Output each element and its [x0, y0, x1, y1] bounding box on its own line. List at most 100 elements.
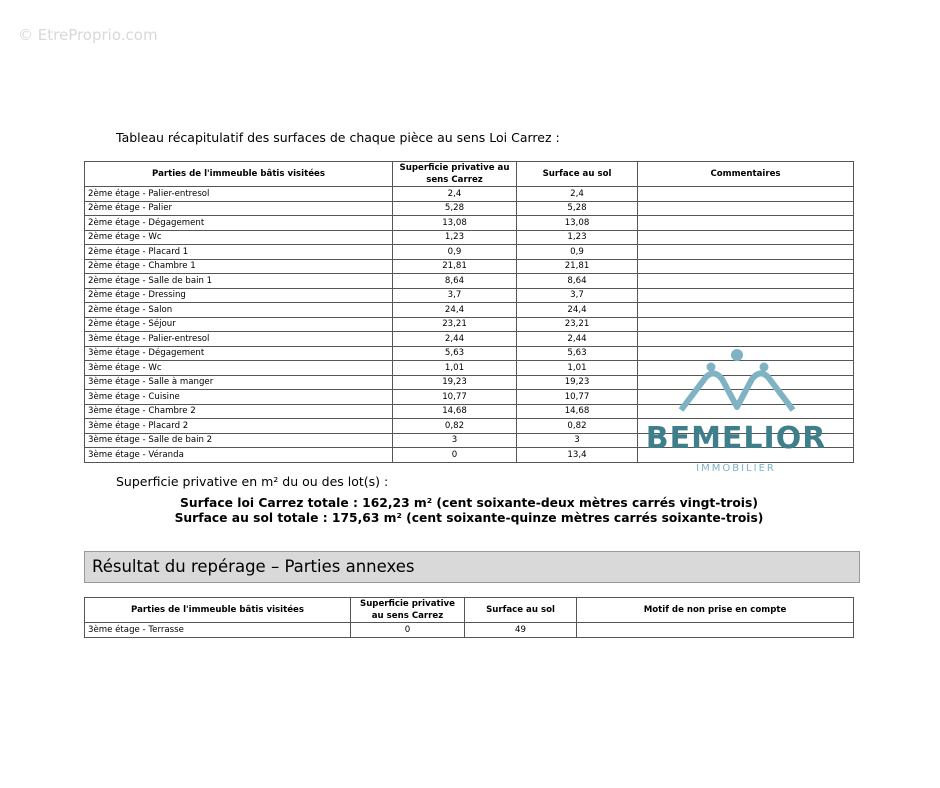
cell-comment	[576, 622, 854, 638]
table-row: 2ème étage - Dressing 3,7 3,7	[84, 287, 854, 303]
cell-partie: 2ème étage - Dégagement	[84, 215, 393, 231]
cell-sol: 49	[464, 622, 577, 638]
intro-text: Tableau récapitulatif des surfaces de ch…	[116, 130, 560, 145]
header-carrez: Superficie privative au sens Carrez	[392, 161, 517, 187]
watermark: © EtreProprio.com	[18, 26, 158, 44]
cell-sol: 21,81	[516, 258, 638, 274]
cell-sol: 19,23	[516, 374, 638, 390]
cell-comment	[637, 244, 854, 260]
cell-carrez: 3	[392, 432, 517, 448]
cell-carrez: 13,08	[392, 215, 517, 231]
cell-carrez: 2,44	[392, 331, 517, 347]
cell-partie: 2ème étage - Placard 1	[84, 244, 393, 260]
cell-carrez: 24,4	[392, 302, 517, 318]
header-parties: Parties de l'immeuble bâtis visitées	[84, 597, 351, 623]
cell-sol: 3	[516, 432, 638, 448]
cell-sol: 1,23	[516, 229, 638, 245]
cell-comment	[637, 273, 854, 289]
table-row: 3ème étage - Palier-entresol 2,44 2,44	[84, 331, 854, 347]
cell-carrez: 23,21	[392, 316, 517, 332]
cell-partie: 3ème étage - Salle à manger	[84, 374, 393, 390]
cell-partie: 2ème étage - Salle de bain 1	[84, 273, 393, 289]
cell-partie: 2ème étage - Séjour	[84, 316, 393, 332]
cell-carrez: 1,23	[392, 229, 517, 245]
table-row: 2ème étage - Salle de bain 1 8,64 8,64	[84, 273, 854, 289]
table-row: 2ème étage - Palier 5,28 5,28	[84, 200, 854, 216]
cell-carrez: 10,77	[392, 389, 517, 405]
cell-sol: 23,21	[516, 316, 638, 332]
header-sol: Surface au sol	[516, 161, 638, 187]
table-row: 2ème étage - Séjour 23,21 23,21	[84, 316, 854, 332]
cell-comment	[637, 302, 854, 318]
cell-carrez: 0,9	[392, 244, 517, 260]
cell-partie: 2ème étage - Wc	[84, 229, 393, 245]
cell-sol: 14,68	[516, 403, 638, 419]
cell-sol: 0,82	[516, 418, 638, 434]
cell-partie: 3ème étage - Terrasse	[84, 622, 351, 638]
cell-comment	[637, 200, 854, 216]
cell-carrez: 3,7	[392, 287, 517, 303]
svg-text:IMMOBILIER: IMMOBILIER	[696, 463, 776, 474]
cell-sol: 5,28	[516, 200, 638, 216]
total-carrez: Surface loi Carrez totale : 162,23 m² (c…	[180, 496, 758, 510]
total-sol: Surface au sol totale : 175,63 m² (cent …	[174, 511, 764, 525]
table-row: 3ème étage - Terrasse 0 49	[84, 622, 854, 638]
cell-partie: 2ème étage - Salon	[84, 302, 393, 318]
cell-sol: 2,44	[516, 331, 638, 347]
cell-partie: 3ème étage - Chambre 2	[84, 403, 393, 419]
superficie-label: Superficie privative en m² du ou des lot…	[116, 474, 389, 489]
cell-carrez: 0,82	[392, 418, 517, 434]
table-row: 2ème étage - Salon 24,4 24,4	[84, 302, 854, 318]
cell-comment	[637, 316, 854, 332]
cell-carrez: 14,68	[392, 403, 517, 419]
header-commentaires: Commentaires	[637, 161, 854, 187]
cell-partie: 3ème étage - Cuisine	[84, 389, 393, 405]
cell-comment	[637, 229, 854, 245]
cell-comment	[637, 331, 854, 347]
table-row: 3ème étage - Véranda 0 13,4	[84, 447, 854, 463]
table-row: 2ème étage - Placard 1 0,9 0,9	[84, 244, 854, 260]
cell-sol: 24,4	[516, 302, 638, 318]
table-row: 2ème étage - Dégagement 13,08 13,08	[84, 215, 854, 231]
cell-carrez: 21,81	[392, 258, 517, 274]
cell-partie: 3ème étage - Palier-entresol	[84, 331, 393, 347]
cell-sol: 0,9	[516, 244, 638, 260]
cell-sol: 5,63	[516, 345, 638, 361]
cell-sol: 3,7	[516, 287, 638, 303]
cell-sol: 2,4	[516, 186, 638, 202]
cell-carrez: 2,4	[392, 186, 517, 202]
table-row: 2ème étage - Palier-entresol 2,4 2,4	[84, 186, 854, 202]
cell-sol: 13,08	[516, 215, 638, 231]
cell-partie: 3ème étage - Salle de bain 2	[84, 432, 393, 448]
cell-partie: 2ème étage - Palier-entresol	[84, 186, 393, 202]
table-row: 3ème étage - Salle à manger 19,23 19,23	[84, 374, 854, 390]
cell-partie: 2ème étage - Chambre 1	[84, 258, 393, 274]
cell-comment	[637, 287, 854, 303]
cell-carrez: 19,23	[392, 374, 517, 390]
section-title: Résultat du repérage – Parties annexes	[84, 551, 860, 583]
header-sol: Surface au sol	[464, 597, 577, 623]
cell-partie: 3ème étage - Dégagement	[84, 345, 393, 361]
cell-partie: 2ème étage - Palier	[84, 200, 393, 216]
cell-sol: 8,64	[516, 273, 638, 289]
table-row: 3ème étage - Placard 2 0,82 0,82	[84, 418, 854, 434]
cell-carrez: 5,28	[392, 200, 517, 216]
bemelior-logo: BEMELIOR IMMOBILIER	[646, 349, 827, 474]
carrez-table: Parties de l'immeuble bâtis visitées Sup…	[84, 161, 854, 463]
cell-comment	[637, 215, 854, 231]
cell-partie: 3ème étage - Placard 2	[84, 418, 393, 434]
cell-carrez: 1,01	[392, 360, 517, 376]
cell-comment	[637, 258, 854, 274]
table-row: 2ème étage - Chambre 1 21,81 21,81	[84, 258, 854, 274]
header-parties: Parties de l'immeuble bâtis visitées	[84, 161, 393, 187]
cell-carrez: 0	[350, 622, 465, 638]
cell-carrez: 8,64	[392, 273, 517, 289]
cell-carrez: 0	[392, 447, 517, 463]
header-motif: Motif de non prise en compte	[576, 597, 854, 623]
svg-text:BEMELIOR: BEMELIOR	[646, 421, 827, 456]
cell-partie: 2ème étage - Dressing	[84, 287, 393, 303]
table-row: 3ème étage - Dégagement 5,63 5,63	[84, 345, 854, 361]
cell-comment	[637, 447, 854, 463]
cell-sol: 13,4	[516, 447, 638, 463]
cell-sol: 10,77	[516, 389, 638, 405]
